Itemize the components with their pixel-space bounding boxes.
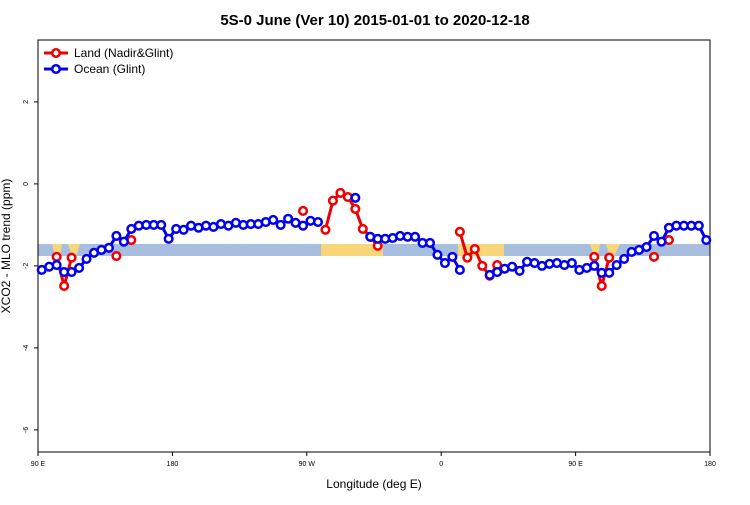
data-point — [275, 219, 286, 230]
data-point — [656, 236, 667, 247]
data-point — [298, 220, 309, 231]
data-point — [357, 223, 368, 235]
data-point — [178, 224, 189, 235]
x-tick-label: 180 — [704, 461, 716, 468]
data-point — [111, 250, 122, 262]
data-point — [432, 249, 443, 260]
x-tick-label: 0 — [439, 461, 443, 468]
data-point — [66, 252, 77, 263]
x-tick-label: 90 W — [299, 461, 316, 468]
data-point — [66, 266, 77, 278]
x-tick-label: 90 E — [568, 461, 583, 468]
data-point — [604, 267, 615, 278]
data-point — [693, 220, 704, 231]
data-point — [589, 260, 600, 271]
x-tick-label: 90 E — [31, 461, 46, 468]
y-tick-label: -2 — [23, 263, 30, 269]
data-point — [477, 260, 488, 271]
y-tick-label: -4 — [23, 345, 30, 351]
data-point — [312, 216, 324, 228]
y-tick-label: 0 — [23, 182, 30, 186]
data-point — [51, 260, 62, 271]
legend-label: Land (Nadir&Glint) — [74, 46, 173, 60]
data-point — [619, 253, 630, 264]
y-tick-label: -6 — [23, 427, 30, 433]
data-point — [462, 252, 473, 263]
data-point — [701, 235, 712, 246]
plot-frame — [37, 39, 711, 453]
x-tick-label: 180 — [167, 461, 179, 468]
data-point — [59, 280, 70, 292]
data-point — [327, 195, 338, 206]
data-point — [589, 251, 600, 262]
data-point — [424, 237, 436, 248]
data-point — [111, 230, 122, 242]
data-point — [163, 233, 174, 244]
data-point — [118, 236, 129, 247]
data-point — [51, 251, 62, 262]
data-point — [566, 257, 577, 269]
data-point — [283, 213, 294, 224]
data-point — [320, 224, 331, 235]
data-point — [648, 251, 660, 262]
data-point — [447, 251, 458, 262]
data-point — [439, 257, 450, 269]
y-tick-label: 2 — [23, 100, 30, 104]
data-point — [335, 187, 346, 198]
data-point — [454, 226, 465, 237]
x-axis-label: Longitude (deg E) — [326, 477, 421, 491]
data-point — [469, 244, 480, 255]
data-point — [507, 261, 518, 272]
data-point — [103, 242, 114, 253]
data-point — [298, 205, 309, 216]
data-point — [641, 241, 652, 253]
data-point — [596, 280, 607, 292]
data-point — [81, 253, 92, 264]
data-point — [350, 203, 361, 214]
data-point — [410, 231, 421, 242]
data-point — [74, 262, 85, 273]
data-point — [648, 230, 660, 242]
y-axis-label: XCO2 - MLO trend (ppm) — [0, 179, 13, 314]
data-point — [604, 252, 615, 263]
chart-title: 5S-0 June (Ver 10) 2015-01-01 to 2020-12… — [220, 12, 529, 29]
legend-marker — [50, 47, 62, 59]
data-point — [350, 192, 361, 203]
data-point — [268, 214, 279, 226]
data-point — [514, 265, 525, 276]
land-band — [321, 244, 383, 256]
data-point — [156, 219, 167, 230]
legend-label: Ocean (Glint) — [74, 62, 145, 76]
data-point — [611, 260, 622, 271]
data-point — [454, 264, 465, 276]
legend-marker — [50, 63, 62, 75]
